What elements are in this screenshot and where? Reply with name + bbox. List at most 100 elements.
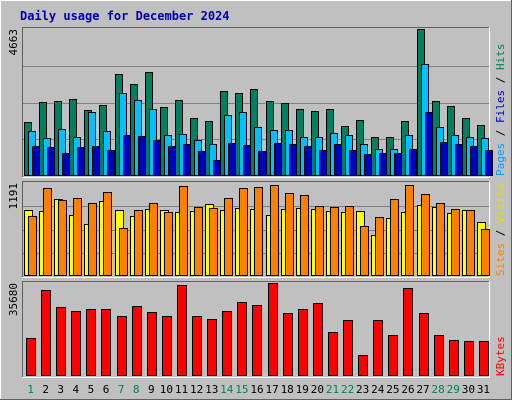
- day-label-15: 15: [235, 383, 248, 396]
- day-label-1: 1: [27, 383, 34, 396]
- bar-pages-day-12: [198, 151, 206, 176]
- bar-kbytes-day-31: [479, 341, 489, 376]
- bar-pages-day-10: [168, 146, 176, 176]
- panel-traffic-legend-part-2: Files: [494, 90, 507, 123]
- day-label-10: 10: [160, 383, 173, 396]
- panel-traffic-legend-part-1: /: [494, 123, 507, 143]
- bar-sites-day-2: [43, 188, 52, 276]
- day-label-26: 26: [401, 383, 414, 396]
- bar-pages-day-26: [409, 149, 417, 176]
- day-label-12: 12: [190, 383, 203, 396]
- bar-sites-day-3: [58, 200, 67, 276]
- bar-sites-day-16: [254, 187, 263, 276]
- bar-sites-day-26: [405, 185, 414, 276]
- panel-kbytes-ymax-label: 35680: [7, 283, 20, 316]
- bar-kbytes-day-24: [373, 320, 383, 376]
- bar-pages-day-21: [334, 144, 342, 176]
- day-label-5: 5: [88, 383, 95, 396]
- bar-sites-day-24: [375, 217, 384, 276]
- bar-kbytes-day-12: [192, 316, 202, 376]
- bar-kbytes-day-3: [56, 307, 66, 376]
- x-axis-day-labels: 1 2 3 4 5 6 7 8 9 10 11 12 13 14 15 16 17 18 19 20 21 22 23 24 2…: [27, 383, 490, 396]
- panel-traffic-legend-part-3: /: [494, 70, 507, 90]
- bar-pages-day-1: [32, 146, 40, 176]
- day-label-27: 27: [416, 383, 429, 396]
- day-label-28: 28: [432, 383, 445, 396]
- bar-pages-day-20: [319, 150, 327, 176]
- bar-kbytes-day-19: [298, 309, 308, 376]
- panel-kbytes: 35680 KBytes: [7, 281, 507, 378]
- bar-kbytes-day-15: [237, 302, 247, 376]
- bar-pages-day-22: [349, 150, 357, 176]
- bar-pages-day-19: [304, 146, 312, 176]
- bar-kbytes-day-22: [343, 320, 353, 376]
- bar-sites-day-14: [224, 198, 233, 276]
- chart-title: Daily usage for December 2024: [20, 9, 230, 23]
- day-label-30: 30: [462, 383, 475, 396]
- panel-visits-ymax-label: 1191: [7, 183, 20, 210]
- day-label-23: 23: [356, 383, 369, 396]
- bar-kbytes-day-8: [132, 306, 142, 376]
- day-label-13: 13: [205, 383, 218, 396]
- bar-kbytes-day-4: [71, 311, 81, 376]
- bar-kbytes-day-16: [252, 305, 262, 376]
- bar-kbytes-day-7: [117, 316, 127, 376]
- bar-pages-day-15: [243, 145, 251, 176]
- day-label-20: 20: [311, 383, 324, 396]
- bar-pages-day-8: [138, 136, 146, 176]
- bar-kbytes-day-18: [283, 313, 293, 376]
- day-label-9: 9: [148, 383, 155, 396]
- day-label-21: 21: [326, 383, 339, 396]
- bar-pages-day-23: [364, 154, 372, 176]
- day-label-22: 22: [341, 383, 354, 396]
- bar-sites-day-22: [345, 206, 354, 276]
- bar-pages-day-2: [47, 147, 55, 176]
- bar-pages-day-25: [394, 153, 402, 176]
- bar-pages-day-4: [77, 147, 85, 176]
- bar-kbytes-day-23: [358, 355, 368, 376]
- bar-kbytes-day-11: [177, 285, 187, 376]
- day-label-8: 8: [133, 383, 140, 396]
- panel-visits-legend-part-2: Visits: [494, 183, 507, 223]
- day-label-25: 25: [386, 383, 399, 396]
- bar-sites-day-10: [164, 212, 173, 276]
- bar-kbytes-day-29: [449, 340, 459, 376]
- day-label-14: 14: [220, 383, 234, 396]
- day-label-6: 6: [103, 383, 110, 396]
- bar-sites-day-30: [466, 210, 475, 276]
- day-label-17: 17: [265, 383, 278, 396]
- bar-kbytes-day-27: [419, 313, 429, 376]
- bar-sites-day-7: [119, 228, 128, 276]
- panel-visits-legend-part-0: Sites: [494, 243, 507, 276]
- bar-pages-day-28: [440, 142, 448, 176]
- bar-kbytes-day-28: [434, 335, 444, 376]
- bar-pages-day-24: [379, 153, 387, 176]
- day-label-4: 4: [73, 383, 80, 396]
- day-label-19: 19: [296, 383, 309, 396]
- bar-pages-day-30: [470, 146, 478, 176]
- bar-sites-day-13: [209, 208, 218, 276]
- bar-sites-day-9: [149, 203, 158, 276]
- day-label-3: 3: [57, 383, 64, 396]
- bar-sites-day-11: [179, 186, 188, 276]
- panel-visits-legend: Sites / Visits: [494, 183, 507, 276]
- chart-panels: 4663 Pages / Files / Hits 1191 Sites / Visi…: [7, 27, 507, 378]
- day-label-2: 2: [42, 383, 49, 396]
- bar-kbytes-day-21: [328, 332, 338, 376]
- bar-kbytes-day-25: [388, 335, 398, 376]
- day-label-7: 7: [118, 383, 125, 396]
- bar-sites-day-8: [134, 210, 143, 276]
- panel-traffic-ymax-label: 4663: [7, 29, 20, 56]
- bar-sites-day-18: [285, 193, 294, 276]
- panel-traffic: 4663 Pages / Files / Hits: [7, 27, 507, 178]
- bar-kbytes-day-26: [403, 288, 413, 376]
- bar-pages-day-29: [455, 144, 463, 176]
- panel-visits-legend-part-1: /: [494, 223, 507, 243]
- bar-pages-day-7: [123, 135, 131, 176]
- bar-sites-day-19: [300, 195, 309, 276]
- bar-kbytes-day-6: [101, 309, 111, 376]
- bar-pages-day-14: [228, 143, 236, 176]
- bar-pages-day-18: [289, 144, 297, 176]
- bar-sites-day-27: [421, 194, 430, 276]
